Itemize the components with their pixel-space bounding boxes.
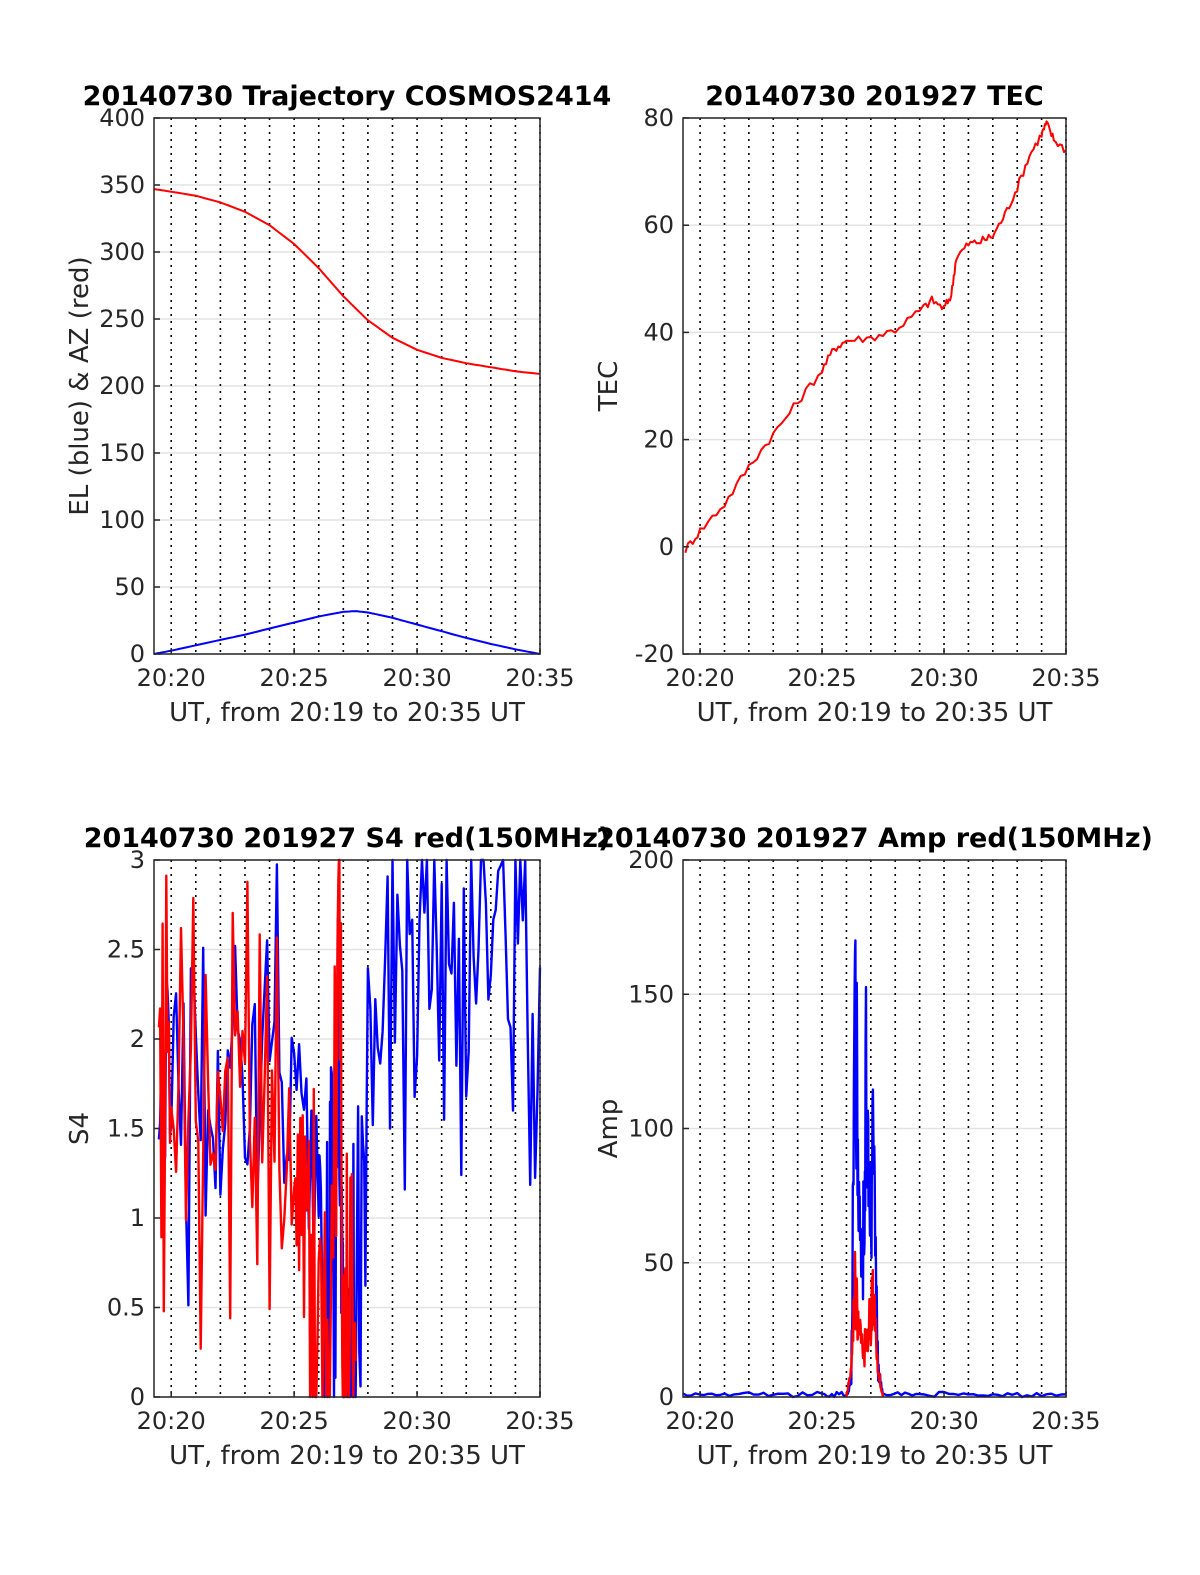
chart-title: 20140730 201927 S4 red(150MHz) [84,823,611,854]
x-tick-label: 20:25 [787,664,856,692]
axes-box [682,117,1067,655]
series-line-1 [157,858,357,1399]
y-tick-label: 150 [99,439,145,467]
y-tick-label: 0 [659,1383,674,1411]
series-line-1 [845,1250,885,1398]
y-tick-label: 400 [99,104,145,132]
x-tick-label: 20:25 [787,1407,856,1435]
y-tick-label: 100 [99,506,145,534]
y-tick-label: 1 [130,1204,145,1232]
x-tick-label: 20:35 [1031,664,1100,692]
tec-plot: 20:20 20:25 20:30 20:35 -20 0 20 40 60 80 20140730… [594,81,1101,728]
plot-area [683,118,1066,654]
y-tick-label: 2.5 [107,936,145,964]
y-tick-label: 80 [643,104,674,132]
x-tick-label: 20:20 [137,1407,206,1435]
y-axis-label: EL (blue) & AZ (red) [65,256,95,515]
y-tick-label: 20 [643,426,674,454]
x-tick-label: 20:25 [260,1407,329,1435]
s4-plot: 20:20 20:25 20:30 20:35 0 0.5 1 1.5 2 2.5 32014073… [65,823,610,1471]
chart-title: 20140730 Trajectory COSMOS2414 [83,81,612,112]
x-axis-label: UT, from 20:19 to 20:35 UT [169,698,525,728]
x-tick-label: 20:35 [1031,1407,1100,1435]
x-tick-label: 20:30 [382,664,451,692]
x-tick-label: 20:35 [505,664,574,692]
y-tick-label: 200 [99,372,145,400]
x-axis-label: UT, from 20:19 to 20:35 UT [169,1441,525,1471]
series-line-0 [153,188,541,375]
y-tick-label: 40 [643,318,674,346]
y-tick-label: 50 [643,1249,674,1277]
y-tick-label: 1.5 [107,1115,145,1143]
x-tick-label: 20:35 [505,1407,574,1435]
chart-title: 20140730 201927 Amp red(150MHz) [596,823,1153,854]
x-tick-label: 20:20 [665,1407,734,1435]
y-tick-label: 200 [628,846,674,874]
y-tick-label: 60 [643,211,674,239]
series-line-1 [153,610,541,655]
x-tick-label: 20:20 [137,664,206,692]
y-tick-label: 0 [659,533,674,561]
y-tick-label: 3 [130,846,145,874]
y-tick-label: 2 [130,1025,145,1053]
amp-plot: 20:20 20:25 20:30 20:35 0 50 100 150 20020140730… [594,823,1153,1471]
y-tick-label: 0 [130,640,145,668]
y-tick-label: 50 [114,573,145,601]
y-tick-label: 0.5 [107,1294,145,1322]
x-tick-label: 20:30 [909,664,978,692]
y-tick-label: 350 [99,171,145,199]
x-axis-label: UT, from 20:19 to 20:35 UT [697,1441,1053,1471]
series-line-0 [684,120,1067,553]
y-tick-label: 100 [628,1115,674,1143]
x-tick-label: 20:30 [382,1407,451,1435]
y-axis-label: S4 [65,1112,95,1145]
x-axis-label: UT, from 20:19 to 20:35 UT [697,698,1053,728]
series-line-0 [682,939,1067,1399]
y-tick-label: 0 [130,1383,145,1411]
y-tick-label: -20 [635,640,674,668]
y-axis-label: TEC [594,361,624,412]
trajectory-plot: 20:20 20:25 20:30 20:35 0 50 100 150 200 250 300 35… [65,81,611,728]
x-tick-label: 20:25 [260,664,329,692]
y-tick-label: 150 [628,980,674,1008]
y-axis-label: Amp [594,1099,624,1159]
y-tick-label: 250 [99,305,145,333]
chart-title: 20140730 201927 TEC [705,81,1044,112]
y-tick-label: 300 [99,238,145,266]
x-tick-label: 20:30 [909,1407,978,1435]
x-tick-label: 20:20 [665,664,734,692]
